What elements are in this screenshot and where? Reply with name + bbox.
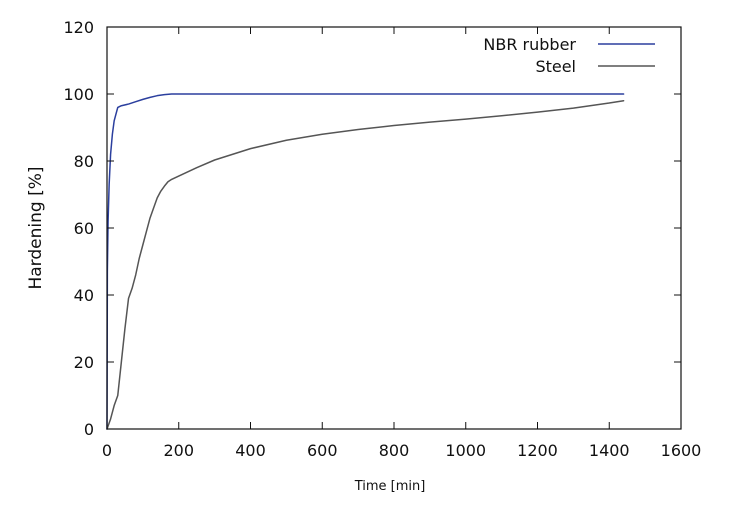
y-tick-label-3: 60 bbox=[74, 219, 94, 238]
x-tick-label-3: 600 bbox=[307, 441, 338, 460]
legend-label-steel: Steel bbox=[535, 57, 576, 76]
legend-label-nbr-rubber: NBR rubber bbox=[483, 35, 576, 54]
axes-layer bbox=[106, 26, 682, 430]
plot-layer bbox=[106, 93, 625, 430]
legend: NBR rubber Steel bbox=[483, 35, 655, 76]
y-tick-label-6: 120 bbox=[63, 18, 94, 37]
series-line-nbr-rubber bbox=[106, 93, 625, 430]
x-tick-label-5: 1000 bbox=[445, 441, 486, 460]
y-tick-label-5: 100 bbox=[63, 85, 94, 104]
x-tick-label-0: 0 bbox=[102, 441, 112, 460]
labels-layer: 0 200 400 600 800 1000 1200 1400 1600 0 20 40 60 80 10… bbox=[26, 18, 701, 494]
x-tick-label-1: 200 bbox=[163, 441, 194, 460]
x-tick-label-8: 1600 bbox=[661, 441, 702, 460]
x-tick-label-2: 400 bbox=[235, 441, 266, 460]
y-tick-label-4: 80 bbox=[74, 152, 94, 171]
x-tick-label-6: 1200 bbox=[517, 441, 558, 460]
y-tick-label-0: 0 bbox=[84, 420, 94, 439]
y-tick-label-1: 20 bbox=[74, 353, 94, 372]
x-tick-label-4: 800 bbox=[379, 441, 410, 460]
series-line-steel bbox=[106, 99, 625, 430]
x-tick-label-7: 1400 bbox=[589, 441, 630, 460]
y-tick-label-2: 40 bbox=[74, 286, 94, 305]
y-axis-title: Hardening [%] bbox=[26, 166, 46, 289]
x-axis-title: Time [min] bbox=[354, 479, 426, 494]
